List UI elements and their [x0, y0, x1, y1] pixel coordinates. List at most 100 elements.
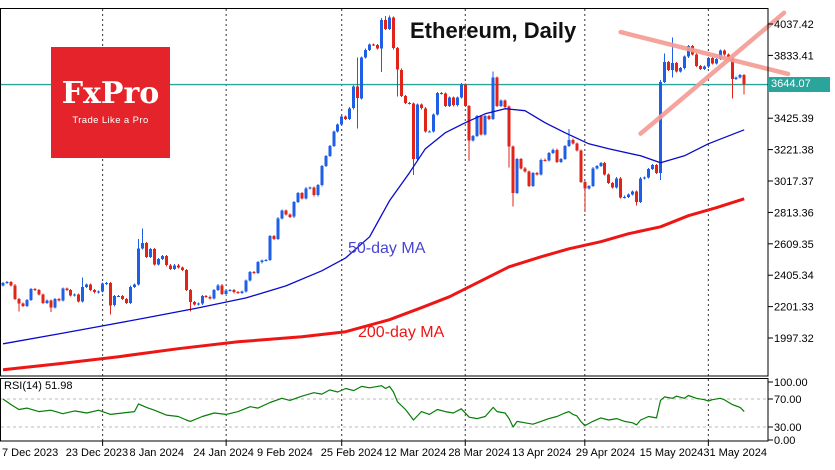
candle-body	[675, 62, 678, 72]
rsi-panel-border	[0, 378, 769, 442]
candle-body	[439, 92, 443, 94]
date-axis-label[interactable]: 29 Apr 2024	[576, 447, 635, 459]
candle-body	[81, 286, 85, 302]
candle-body	[37, 289, 41, 295]
candle-body	[671, 62, 674, 70]
candle-body	[539, 159, 543, 175]
candle-body	[21, 303, 25, 306]
date-axis-label[interactable]: 15 May 2024	[640, 447, 704, 459]
date-axis-label[interactable]: 9 Feb 2024	[257, 447, 313, 459]
candle-body	[726, 54, 730, 59]
candle-body	[65, 288, 69, 290]
candle-body	[384, 19, 388, 29]
trendline-annotation[interactable]	[618, 29, 791, 77]
candle-body	[738, 75, 742, 78]
price-axis-label: 3833.41	[774, 50, 814, 62]
price-axis-label: 2609.35	[774, 239, 814, 251]
candle-body	[730, 58, 734, 79]
price-axis-label: 3425.39	[774, 113, 814, 125]
price-axis-label: 3017.37	[774, 176, 814, 188]
candle-body	[742, 75, 746, 85]
rsi-indicator-label: RSI(14) 51.98	[4, 380, 73, 392]
candle-body	[212, 289, 216, 299]
trendline-annotation[interactable]	[638, 10, 787, 136]
candle-body	[563, 146, 567, 160]
candle-body	[248, 272, 252, 281]
candle-body	[236, 292, 240, 294]
candle-body	[85, 284, 89, 287]
candle-body	[682, 56, 686, 69]
candle-body	[515, 159, 519, 193]
candle-body	[356, 86, 360, 99]
candle-body	[667, 62, 670, 70]
price-axis-label: 4037.42	[774, 19, 814, 31]
candle-body	[160, 256, 164, 260]
candle-body	[734, 77, 738, 79]
ma50-line	[2, 108, 745, 345]
candle-body	[256, 262, 260, 273]
candle-body	[192, 302, 196, 305]
candle-body	[443, 93, 447, 106]
price-panel-border	[0, 8, 769, 377]
candle-body	[599, 162, 603, 166]
current-price-tag: 3644.07	[768, 77, 830, 92]
candle-body	[467, 105, 471, 141]
candle-body	[471, 136, 475, 141]
candle-body	[475, 116, 479, 136]
candle-body	[376, 45, 380, 49]
candle-body	[503, 100, 507, 107]
candle-body	[698, 65, 702, 69]
candle-body	[451, 97, 455, 106]
candle-body	[77, 294, 81, 302]
candle-body	[364, 49, 368, 58]
candle-body	[220, 285, 224, 294]
candle-body	[611, 182, 615, 188]
rsi-axis-label: 100.00	[774, 377, 808, 389]
candle-body	[121, 296, 124, 300]
candle-body	[272, 236, 276, 240]
candle-body	[148, 249, 152, 257]
candle-body	[296, 192, 300, 203]
price-axis-label: 1997.32	[774, 333, 814, 345]
rsi-axis-label: 0.00	[774, 435, 795, 447]
ma50-annotation-label[interactable]: 50-day MA	[348, 240, 426, 257]
date-axis-label[interactable]: 23 Dec 2023	[66, 447, 128, 459]
candle-body	[93, 289, 97, 293]
date-axis-label[interactable]: 31 May 2024	[703, 447, 767, 459]
rsi-axis-label: 70.00	[774, 394, 802, 406]
date-axis-label[interactable]: 12 Mar 2024	[385, 447, 447, 459]
candle-body	[519, 159, 523, 169]
ma200-line	[2, 197, 745, 372]
candle-body	[328, 146, 332, 156]
candle-body	[427, 131, 431, 133]
candle-body	[284, 210, 288, 215]
date-axis-label[interactable]: 24 Jan 2024	[193, 447, 254, 459]
candle-body	[316, 185, 320, 196]
candle-body	[252, 272, 256, 274]
candle-body	[33, 289, 37, 291]
date-axis-label[interactable]: 13 Apr 2024	[512, 447, 571, 459]
candle-body	[45, 300, 49, 303]
date-axis-label[interactable]: 8 Jan 2024	[130, 447, 184, 459]
candle-body	[507, 106, 511, 147]
candle-body	[555, 149, 559, 163]
date-axis-label[interactable]: 28 Mar 2024	[448, 447, 510, 459]
ma200-annotation-label[interactable]: 200-day MA	[358, 324, 445, 341]
candle-body	[336, 124, 340, 132]
candle-body	[678, 68, 682, 72]
candle-body	[188, 289, 192, 303]
candle-body	[396, 48, 399, 70]
date-axis-label[interactable]: 7 Dec 2023	[2, 447, 58, 459]
chart-title: Ethereum, Daily	[410, 18, 577, 43]
candle-body	[651, 165, 655, 169]
candle-body	[1, 283, 5, 286]
candle-body	[164, 256, 168, 266]
date-axis-label[interactable]: 25 Feb 2024	[321, 447, 383, 459]
candle-body	[571, 139, 575, 144]
candle-body	[340, 116, 344, 125]
candle-body	[559, 159, 563, 163]
candle-body	[404, 95, 407, 103]
candle-body	[722, 50, 726, 55]
